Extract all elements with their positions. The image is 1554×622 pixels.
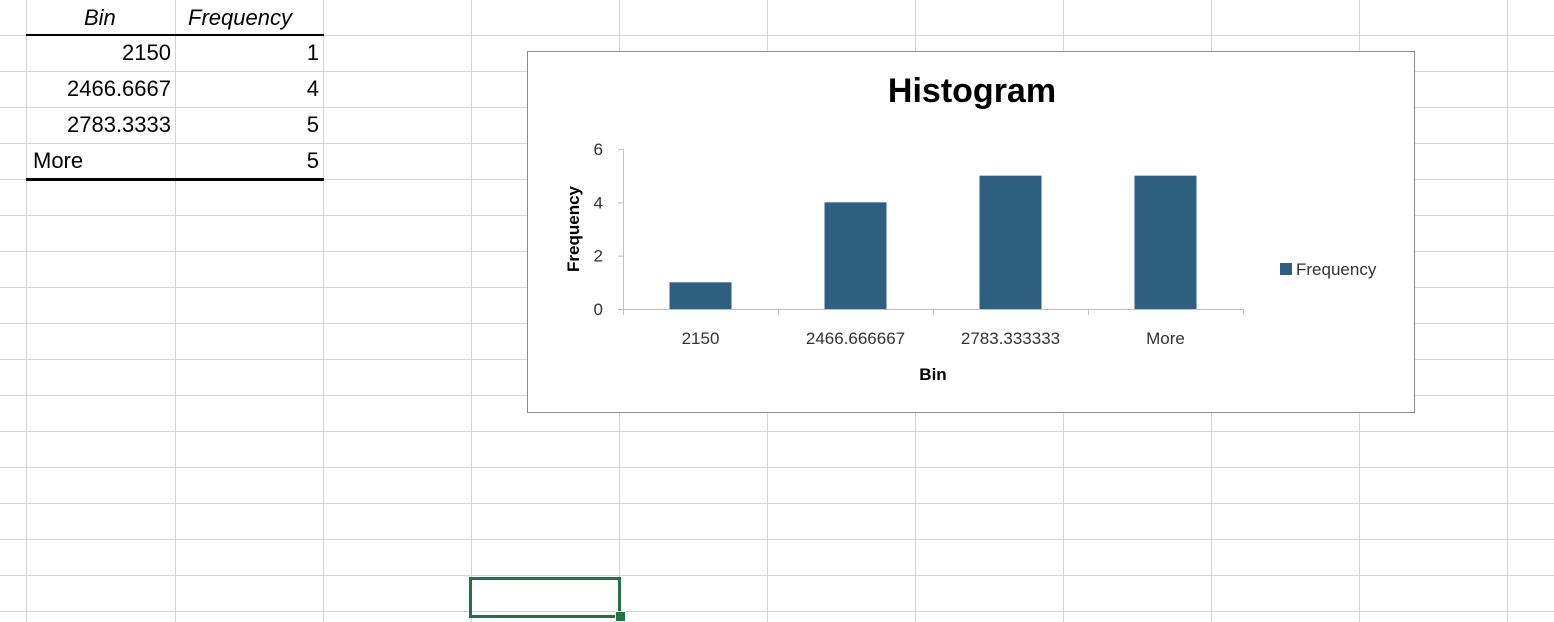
histogram-chart[interactable]: 0 2 4 6 2150 2466.666667 2783.333333 More Bin Fre… [527,51,1415,413]
fill-handle[interactable] [615,611,626,622]
bin-cell[interactable]: 2466.6667 [67,76,171,101]
x-axis-title: Bin [919,365,946,384]
header-underline [26,34,324,36]
y-tick-label: 0 [594,300,603,319]
histogram-bar [824,202,887,309]
y-tick-label: 4 [594,193,603,212]
y-axis-title: Frequency [564,185,583,272]
bin-header[interactable]: Bin [84,5,116,30]
histogram-bar [669,282,732,309]
x-tick-label: More [1146,329,1185,348]
active-cell-selection[interactable] [469,577,621,618]
x-tick-label: 2150 [682,329,720,348]
frequency-cell[interactable]: 5 [306,148,319,173]
legend-swatch [1280,263,1292,275]
table-bottom-border [26,178,324,181]
y-tick-label: 6 [594,140,603,159]
bin-cell[interactable]: 2783.3333 [67,112,171,137]
x-tick-label: 2466.666667 [806,329,905,348]
bin-cell[interactable]: 2150 [122,40,171,65]
chart-title[interactable]: Histogram [887,72,1057,110]
frequency-cell[interactable]: 1 [306,40,319,65]
chart-plot: 0 2 4 6 2150 2466.666667 2783.333333 More Bin Fre… [564,140,1377,384]
y-tick-label: 2 [594,247,603,266]
frequency-cell[interactable]: 5 [306,112,319,137]
bin-cell[interactable]: More [33,148,84,173]
histogram-bar [979,175,1042,309]
histogram-bar [1134,175,1197,309]
frequency-header[interactable]: Frequency [188,5,292,30]
legend-label: Frequency [1296,260,1377,279]
x-tick-label: 2783.333333 [961,329,1060,348]
frequency-cell[interactable]: 4 [306,76,319,101]
